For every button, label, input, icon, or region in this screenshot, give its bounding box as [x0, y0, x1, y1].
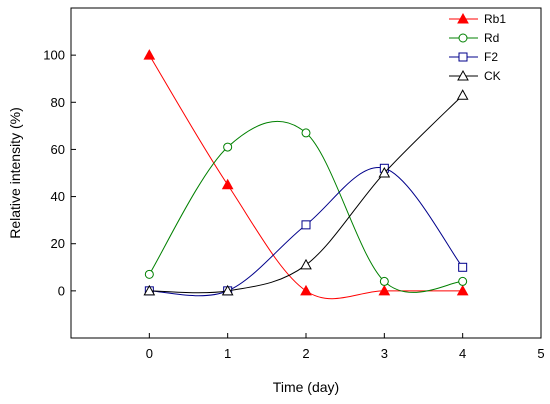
data-point — [143, 49, 156, 60]
legend-label: Rb1 — [484, 12, 506, 26]
legend-label: F2 — [484, 50, 498, 64]
data-point — [378, 284, 391, 296]
data-point — [221, 178, 234, 190]
legend-marker — [457, 69, 469, 81]
y-axis-ticks: 0 20 40 60 80 100 — [43, 48, 76, 298]
data-point — [456, 284, 469, 296]
legend: Rb1 Rd F2 CK — [449, 12, 506, 83]
x-tick-label: 2 — [302, 346, 309, 361]
data-point — [223, 142, 233, 152]
data-point — [301, 220, 311, 230]
legend-item-ck: CK — [449, 69, 501, 83]
x-tick-label: 3 — [381, 346, 388, 361]
data-point — [300, 258, 312, 270]
y-tick-label: 40 — [51, 189, 65, 204]
data-point — [221, 284, 234, 296]
series-rb1 — [143, 49, 469, 300]
legend-item-rb1: Rb1 — [449, 12, 506, 26]
legend-item-f2: F2 — [449, 50, 498, 64]
data-point — [456, 89, 469, 100]
x-axis-ticks: 0 1 2 3 4 5 — [146, 333, 545, 361]
data-point — [144, 269, 154, 279]
data-point — [458, 262, 468, 272]
x-tick-label: 5 — [537, 346, 544, 361]
series-f2 — [144, 163, 468, 297]
series-layer — [143, 49, 469, 300]
legend-marker — [458, 33, 468, 43]
legend-marker — [457, 12, 469, 24]
x-tick-label: 0 — [146, 346, 153, 361]
data-point — [378, 166, 391, 178]
y-tick-label: 80 — [51, 95, 65, 110]
y-tick-label: 20 — [51, 236, 65, 251]
series-ck — [143, 89, 469, 296]
data-point — [458, 276, 468, 286]
series-rd — [144, 120, 468, 293]
data-point — [300, 284, 312, 296]
y-tick-label: 100 — [43, 48, 65, 63]
x-tick-label: 1 — [224, 346, 231, 361]
x-tick-label: 4 — [459, 346, 466, 361]
legend-item-rd: Rd — [449, 31, 499, 45]
data-point — [301, 128, 311, 138]
series-line — [149, 94, 464, 294]
legend-label: Rd — [484, 31, 499, 45]
y-axis-title: Relative intensity (%) — [7, 107, 23, 239]
y-tick-label: 60 — [51, 142, 65, 157]
series-line — [149, 167, 464, 297]
y-tick-label: 0 — [58, 283, 65, 298]
data-point — [379, 276, 389, 286]
legend-marker — [458, 52, 468, 62]
legend-label: CK — [484, 69, 501, 83]
data-point — [143, 284, 156, 296]
series-line — [148, 54, 463, 300]
x-axis-title: Time (day) — [273, 379, 339, 395]
